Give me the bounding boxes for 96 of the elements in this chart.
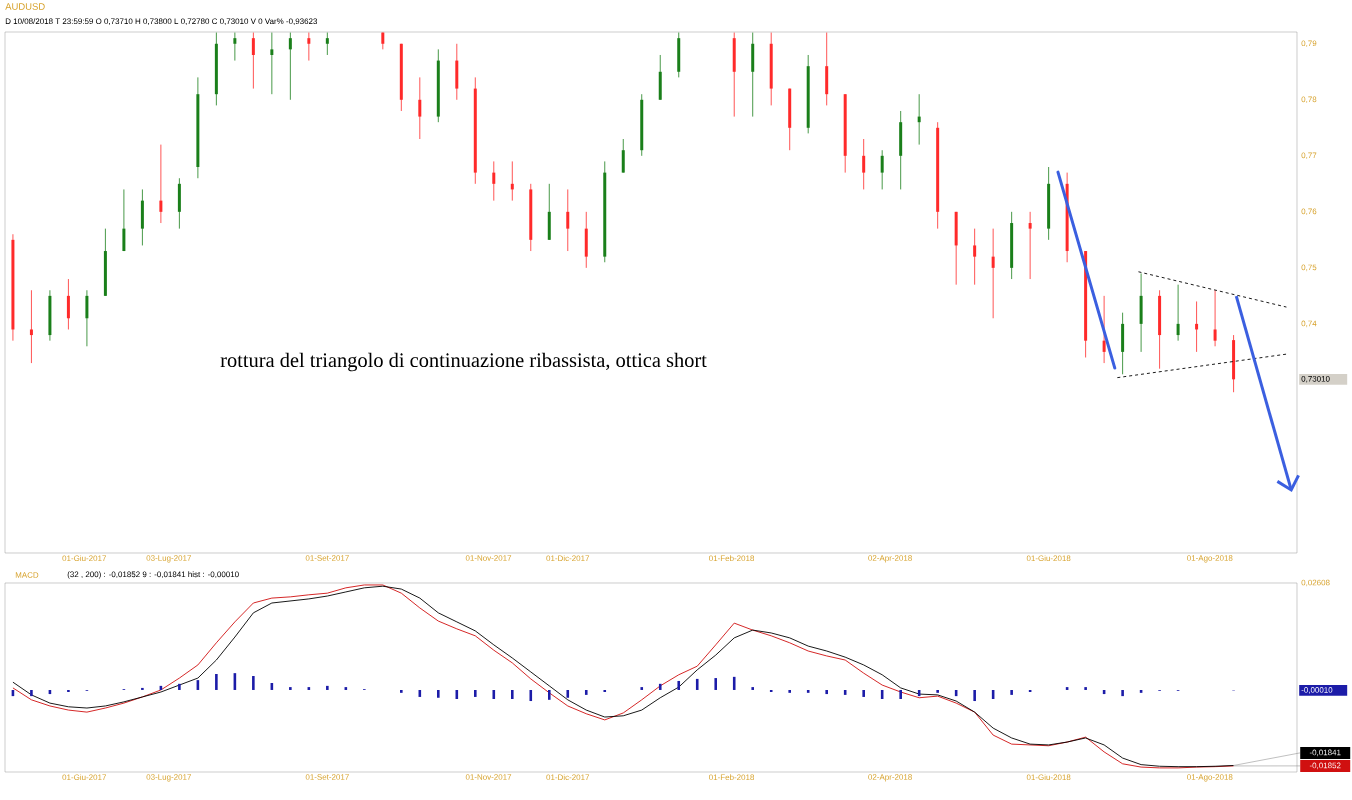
bar <box>141 687 144 690</box>
candlestick <box>66 278 70 330</box>
candlestick <box>214 32 218 106</box>
candlestick <box>307 32 311 61</box>
bar <box>695 678 699 690</box>
bar <box>658 683 662 690</box>
candlestick <box>251 32 255 89</box>
candlestick <box>1047 166 1051 241</box>
candlestick <box>177 177 181 230</box>
candlestick <box>603 161 607 263</box>
bar <box>714 678 718 690</box>
candlestick <box>473 76 477 185</box>
candlestick <box>1213 289 1217 347</box>
candlestick <box>11 233 15 342</box>
bar <box>751 687 755 690</box>
candlestick <box>547 183 551 241</box>
candlestick <box>677 32 681 78</box>
candlestick <box>529 183 533 252</box>
candlestick <box>1121 312 1125 375</box>
candlestick <box>862 138 866 190</box>
candlestick <box>48 289 52 342</box>
bar <box>584 689 588 695</box>
annotation: rottura del triangolo di continuazione ribassista, ottica short <box>220 352 707 372</box>
candlestick <box>936 121 940 230</box>
candlestick <box>1084 250 1088 358</box>
candlestick <box>288 32 292 101</box>
candlestick <box>29 289 33 364</box>
bar <box>215 673 218 690</box>
candlestick <box>658 54 662 101</box>
candlestick <box>1010 211 1014 280</box>
candlestick <box>455 43 459 101</box>
candlestick <box>640 93 644 157</box>
candlestick <box>1139 273 1143 353</box>
candlestick <box>233 32 237 61</box>
candlestick <box>954 210 958 286</box>
bar <box>30 689 33 697</box>
bar <box>1010 689 1013 695</box>
candlestick <box>85 289 89 347</box>
candlestick <box>436 48 440 123</box>
bar <box>566 689 570 698</box>
bar <box>788 689 791 693</box>
candlestick <box>196 76 200 179</box>
candlestick <box>584 211 588 269</box>
bar <box>806 689 810 693</box>
bar <box>547 689 551 700</box>
candlestick <box>325 32 329 56</box>
candlestick <box>103 228 107 297</box>
bar <box>936 689 939 693</box>
candlestick <box>1102 295 1106 364</box>
candlestick <box>991 228 995 319</box>
candlestick <box>843 93 847 174</box>
bar <box>769 689 773 693</box>
candlestick <box>621 138 625 174</box>
chart-title: AUDUSD <box>5 3 45 10</box>
candlestick <box>270 32 274 95</box>
bar <box>510 689 514 699</box>
bar <box>640 687 644 690</box>
candlestick <box>880 149 884 190</box>
bar <box>437 689 440 698</box>
bar <box>400 689 403 693</box>
candlestick <box>751 32 755 117</box>
bar <box>603 689 607 693</box>
candlestick <box>732 32 736 117</box>
bar <box>677 680 681 690</box>
bar <box>326 685 329 690</box>
candlestick <box>1232 334 1236 393</box>
bar <box>474 689 477 697</box>
candlestick <box>1028 211 1032 280</box>
bar <box>1121 689 1124 697</box>
candlestick <box>899 110 903 190</box>
candlestick <box>418 76 422 140</box>
candlestick <box>122 189 126 253</box>
candlestick <box>492 161 496 202</box>
bar <box>289 687 292 690</box>
bar <box>862 689 865 697</box>
bar <box>529 689 533 702</box>
candlestick <box>159 144 163 224</box>
bar <box>178 683 181 690</box>
bar <box>1084 687 1087 690</box>
candlestick <box>566 189 570 252</box>
candlestick <box>973 228 977 286</box>
candlestick <box>769 32 773 106</box>
bar <box>732 676 736 690</box>
candlestick <box>140 189 144 246</box>
bar <box>973 689 976 702</box>
bar <box>492 689 496 699</box>
bar <box>825 689 828 695</box>
candlestick <box>806 54 810 134</box>
candlestick <box>399 42 403 112</box>
candlestick <box>1176 284 1180 342</box>
candlestick <box>1158 289 1162 370</box>
bar <box>899 689 902 699</box>
candlestick <box>825 32 829 106</box>
bar <box>252 676 255 690</box>
candlestick <box>788 88 792 151</box>
bar <box>67 689 70 693</box>
